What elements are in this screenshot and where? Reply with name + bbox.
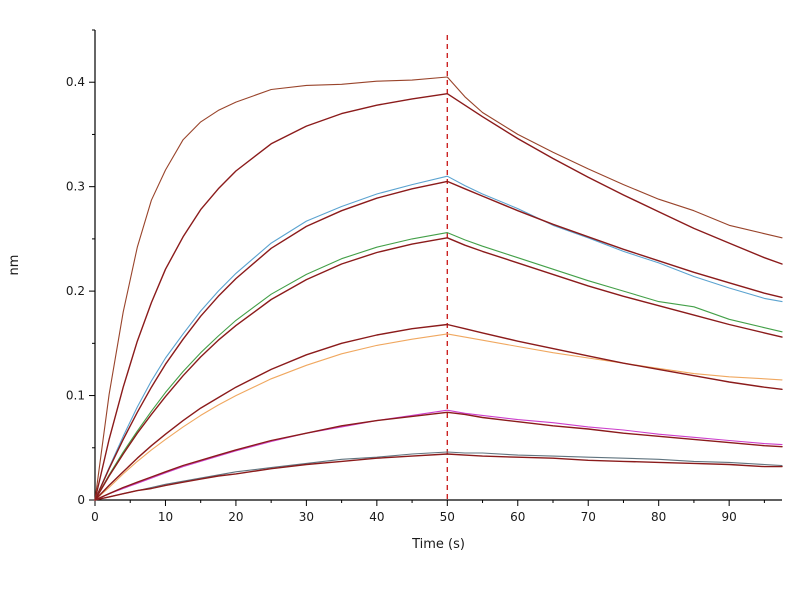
series-trace-3-measured [94, 232, 783, 501]
y-tick-label: 0.3 [66, 180, 85, 194]
x-tick-label: 90 [722, 510, 737, 524]
x-tick-label: 30 [299, 510, 314, 524]
y-tick-label: 0.2 [66, 284, 85, 298]
series-trace-6-fit [94, 453, 783, 501]
x-tick-label: 80 [651, 510, 666, 524]
y-tick-label: 0.4 [66, 75, 85, 89]
series-trace-6-measured [94, 451, 783, 501]
series-trace-4-fit [94, 323, 783, 501]
x-tick-label: 50 [440, 510, 455, 524]
series-trace-2-fit [94, 180, 783, 501]
x-tick-label: 10 [158, 510, 173, 524]
y-axis-label: nm [7, 255, 22, 276]
x-tick-label: 70 [581, 510, 596, 524]
series-trace-2-measured [94, 175, 783, 501]
series-trace-1-fit [94, 92, 783, 501]
x-tick-label: 0 [91, 510, 99, 524]
series-trace-5-fit [94, 411, 783, 501]
y-tick-label: 0 [77, 493, 85, 507]
x-tick-label: 60 [510, 510, 525, 524]
x-axis-label: Time (s) [411, 537, 465, 552]
y-tick-label: 0.1 [66, 389, 85, 403]
series-trace-1-measured [94, 76, 783, 501]
x-tick-label: 40 [369, 510, 384, 524]
x-tick-label: 20 [228, 510, 243, 524]
series-trace-3-fit [94, 237, 783, 501]
